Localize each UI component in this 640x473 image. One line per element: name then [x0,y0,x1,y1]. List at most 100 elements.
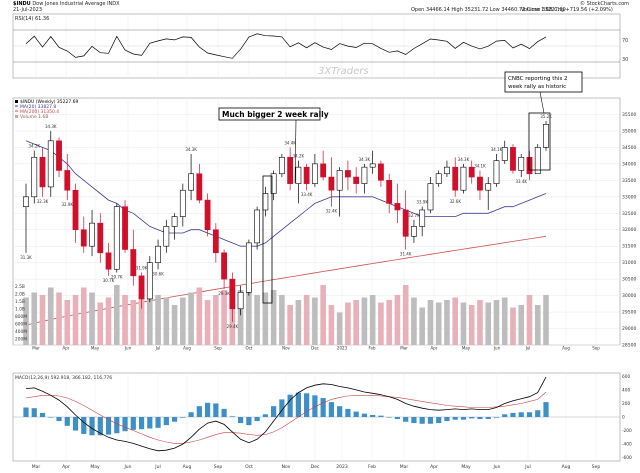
price-tick: 32000 [622,227,636,233]
macd-histogram-bar [279,399,285,417]
legend-volume: Volume 1.6B [20,114,48,120]
candle-body [493,160,500,184]
macd-histogram-bar [31,408,37,417]
annotation-rally-text: Much bigger 2 week rally [222,110,329,119]
candle-body [435,173,442,184]
candle-body [444,166,450,175]
macd-histogram-bar [89,417,95,436]
volume-bar [468,305,475,345]
volume-tick: 200M [15,337,27,343]
volume-bar [452,297,459,345]
legend-price: $INDU (Weekly) 35227.69 [20,99,79,105]
legend-ma20: MA(20) 33827.8 [20,104,56,110]
macd-tick: -200 [622,428,632,434]
macd-tick: -400 [622,442,632,448]
annotation-cnbc-line1: CNBC reporting this 2 [508,76,568,82]
macd-histogram-bar [130,417,136,430]
macd-histogram-bar [238,417,244,424]
macd-histogram-bar [39,412,46,417]
volume-bar [518,305,525,345]
macd-histogram-bar [171,417,178,422]
x-tick-mid: May [91,346,100,351]
macd-histogram-bar [510,412,516,417]
volume-bar [427,300,434,345]
macd-histogram-bar [23,407,29,417]
price-label: 34.2K [28,144,40,149]
macd-histogram-bar [163,417,169,426]
volume-bar [138,292,145,345]
volume-bar [295,300,302,345]
candle-body [303,166,310,184]
volume-bar [361,297,368,345]
price-tick: 31500 [622,244,636,250]
x-tick: Sep [214,464,223,470]
x-tick-mid: Sep [592,346,600,351]
candle-body [221,252,227,280]
macd-histogram-bar [138,417,145,430]
x-tick: Mar [400,464,409,470]
x-tick: 2023 [336,464,348,470]
price-tick: 34500 [622,145,636,151]
volume-bar [213,295,219,345]
candle-body [386,180,393,204]
macd-histogram-bar [378,415,384,417]
macd-tick: 400 [622,387,630,393]
macd-label: MACD(12,26,9) 592.918, 366.182, 116.776 [15,375,112,381]
annotation-cnbc-highlight [528,112,551,171]
candle-body [39,156,46,188]
candle-body [171,216,178,227]
volume-bars [23,280,549,345]
x-tick: Jun [123,464,131,470]
candle-body [130,249,137,277]
candle-body [394,203,401,211]
macd-histogram-bar [304,393,310,417]
legend-swatch-price [15,100,18,103]
candle-body [361,166,368,184]
macd-histogram-bar [419,417,425,424]
x-tick-mid: 2023 [337,346,348,351]
rsi-line [13,29,620,63]
volume-tick: 400M [15,329,27,335]
volume-bar [510,307,516,345]
volume-bar [23,297,29,345]
legend-swatch-ma20 [15,105,18,107]
candle-body [196,173,203,201]
axes: 28500 29000 29500 30000 30500 31000 31500 32000… [15,112,636,470]
candle-body [237,292,244,310]
candlesticks [23,121,549,322]
volume-bar [402,285,409,345]
volume-bar [56,292,62,345]
x-tick-mid: Aug [183,346,191,351]
candle-body [534,147,541,175]
candle-body [477,176,483,191]
chart-date: 21-Jul-2023 [13,7,43,13]
price-label: 34.2K [293,154,305,159]
macd-histogram-bar [370,414,376,417]
chart-title: $INDU Dow Jones Industrial Average INDX [13,1,120,7]
candle-body [122,206,128,250]
macd-histogram-bar [56,417,62,422]
macd-histogram-bar [411,417,417,424]
volume-bar [485,302,492,345]
x-tick-mid: Jun [124,346,132,351]
price-label: 34.3K [458,157,470,162]
index-name: Dow Jones Industrial Average [32,1,106,7]
x-tick-mid: Nov [282,346,290,351]
candle-body [402,209,409,237]
ma20-line [25,140,547,247]
volume-bar [204,300,211,345]
annotation-cnbc-line2: week rally as historic [508,84,566,90]
x-tick: Dec [311,464,320,470]
candle-body [262,193,269,211]
x-tick: Nov [282,464,291,470]
volume-bar [262,292,269,345]
candle-body [138,275,145,300]
volume-bar [246,287,252,345]
candle-body [518,156,525,171]
volume-bar [97,302,104,345]
x-tick-mid: Jul [155,346,161,351]
macd-histogram-bar [345,408,351,417]
volume-bar [493,300,500,345]
candle-body [64,170,71,191]
price-label: 31.9K [136,266,148,271]
